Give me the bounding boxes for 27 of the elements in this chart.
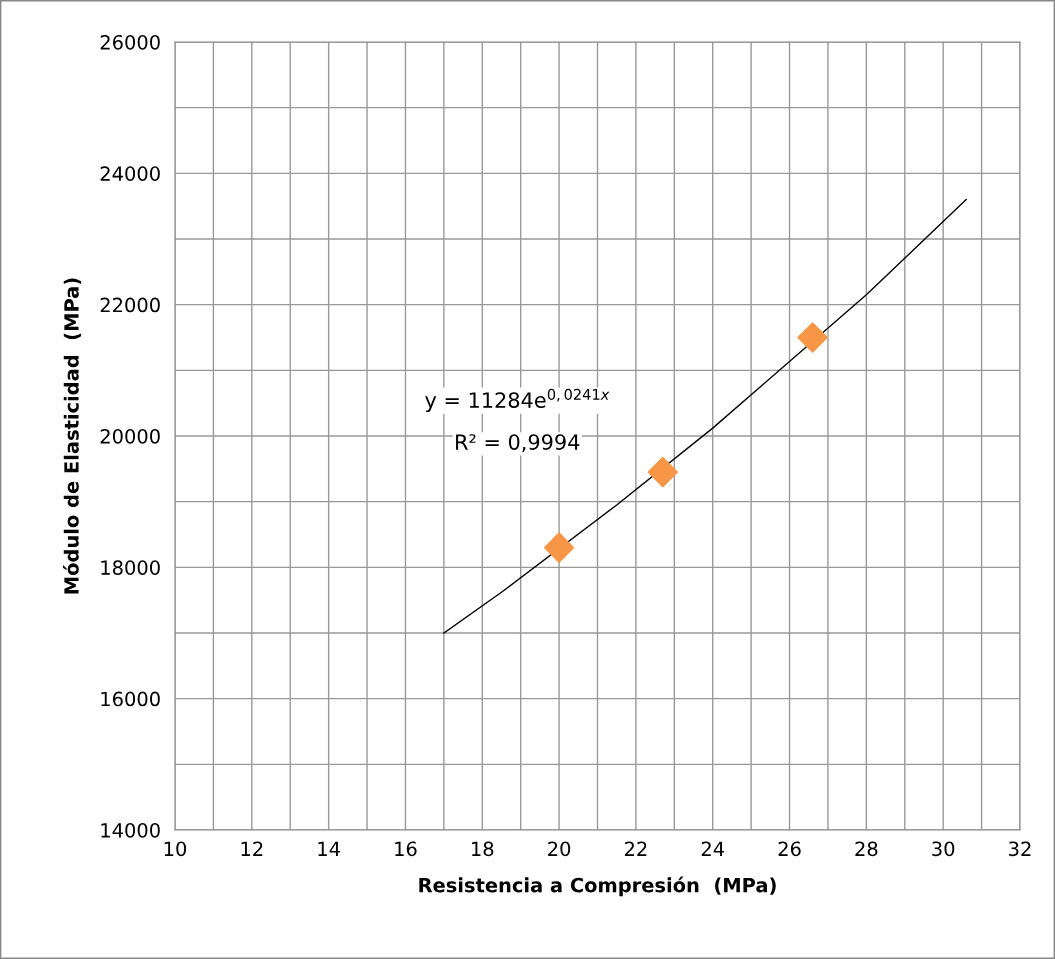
x-tick-label: 14 xyxy=(318,841,340,856)
x-tick-label: 26 xyxy=(778,841,801,857)
x-tick-label: 18 xyxy=(472,841,494,857)
x-tick-label: 30 xyxy=(932,841,955,857)
x-tick-label: 24 xyxy=(701,841,725,856)
x-tick-label: 12 xyxy=(241,841,263,856)
x-tick-label: 32 xyxy=(1009,841,1031,857)
x-tick-label: 20 xyxy=(548,841,571,857)
point xyxy=(543,532,575,563)
y-tick-label: 20000 xyxy=(100,428,160,444)
point xyxy=(797,322,828,353)
y-tick-label: 24000 xyxy=(100,166,160,181)
y-tick-label: 18000 xyxy=(101,560,160,575)
point xyxy=(647,456,679,488)
annotation: R² = 0,9994 xyxy=(456,434,580,453)
annotation: y = 11284e$^{0,0241x}$ xyxy=(425,388,610,412)
x-tick-label: 28 xyxy=(855,841,878,857)
x-tick-label: 22 xyxy=(624,841,647,856)
y-tick-label: 26000 xyxy=(100,34,160,50)
y-axis-title: Módulo de Elasticidad (MPa) xyxy=(62,278,82,594)
line-series xyxy=(443,198,967,634)
x-tick-label: 10 xyxy=(164,841,187,857)
x-axis-title: Resistencia a Compresión (MPa) xyxy=(419,876,776,897)
y-tick-label: 14000 xyxy=(101,822,160,838)
x-tick-label: 16 xyxy=(395,841,417,857)
y-tick-label: 16000 xyxy=(101,691,160,707)
y-tick-label: 22000 xyxy=(100,297,160,313)
